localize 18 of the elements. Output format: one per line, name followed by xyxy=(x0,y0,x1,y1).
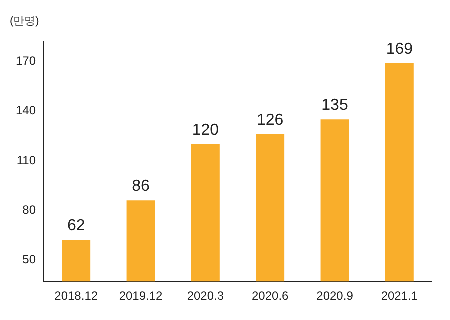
y-tick-label: 50 xyxy=(22,252,36,266)
y-tick-label: 80 xyxy=(22,202,36,217)
x-tick-label: 2020.9 xyxy=(316,289,354,304)
y-tick-label: 140 xyxy=(16,104,36,118)
x-tick-label: 2021.1 xyxy=(381,289,418,304)
x-tick-label: 2019.12 xyxy=(119,289,164,304)
data-label: 86 xyxy=(132,178,150,196)
data-label: 169 xyxy=(386,40,414,58)
data-label: 135 xyxy=(322,97,348,114)
data-label: 126 xyxy=(256,112,284,129)
x-tick-label: 2020.6 xyxy=(252,289,290,304)
y-tick-label: 110 xyxy=(16,153,36,168)
data-label: 62 xyxy=(67,218,86,235)
x-tick-label: 2018.12 xyxy=(54,289,98,304)
x-tick-label: 2020.3 xyxy=(187,289,224,304)
y-axis-title: (만명) xyxy=(10,16,40,28)
y-tick-label: 170 xyxy=(16,54,36,68)
data-label: 120 xyxy=(192,122,220,139)
